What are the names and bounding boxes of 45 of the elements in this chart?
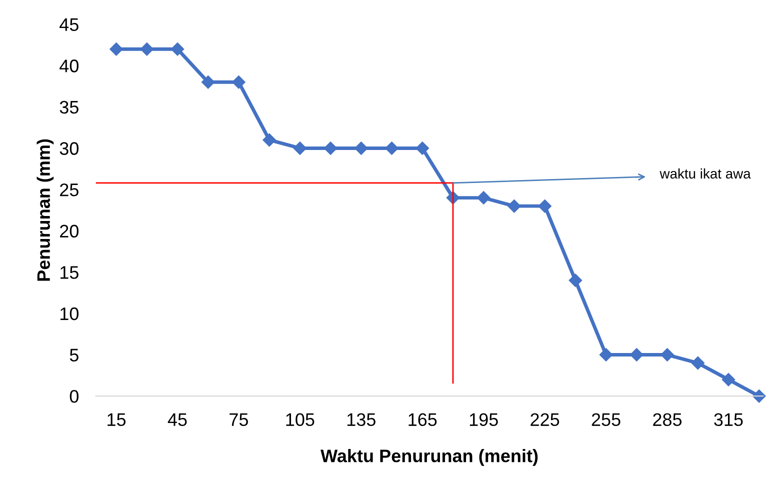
x-tick-label: 105 [286,413,314,426]
y-tick-label: 15 [60,266,78,279]
y-tick-label: 0 [70,390,79,403]
x-tick-label: 315 [714,413,743,426]
y-tick-label: 5 [70,348,78,362]
y-tick-label: 10 [60,307,79,320]
y-tick-label: 40 [60,60,79,72]
x-tick-label: 255 [592,413,620,426]
x-tick-label: 165 [408,413,437,426]
x-tick-label: 225 [530,413,560,426]
y-tick-label: 45 [60,18,78,32]
point [752,390,766,403]
point [691,356,704,370]
point [722,372,736,386]
point [630,348,644,362]
point [324,142,338,155]
point [354,142,368,155]
point [232,76,246,89]
point [599,348,613,362]
point [293,142,307,155]
x-axis-title: Waktu Penurunan (menit) [320,449,538,466]
x-tick-label: 135 [347,413,376,426]
point [170,42,184,56]
point [660,348,674,362]
x-tick-label: 45 [168,413,187,426]
point [202,76,215,89]
y-tick-label: 20 [60,224,79,238]
point [262,133,276,147]
annotation: waktu ikat awa [660,168,751,179]
y-tick-label: 25 [60,183,78,196]
x-tick-label: 75 [230,413,248,426]
x-tick-label: 15 [108,413,126,426]
point [385,142,398,155]
point [110,42,123,56]
point [140,42,154,56]
point [477,191,490,204]
x-tick-label: 285 [653,413,682,426]
point [416,142,429,155]
x-tick-label: 195 [470,413,498,426]
y-tick-label: 35 [60,100,78,114]
y-tick-label: 30 [60,142,79,155]
point [508,199,521,213]
point [568,274,582,288]
y-axis-title: Penurunan (mm) [36,139,54,281]
point [538,199,552,213]
